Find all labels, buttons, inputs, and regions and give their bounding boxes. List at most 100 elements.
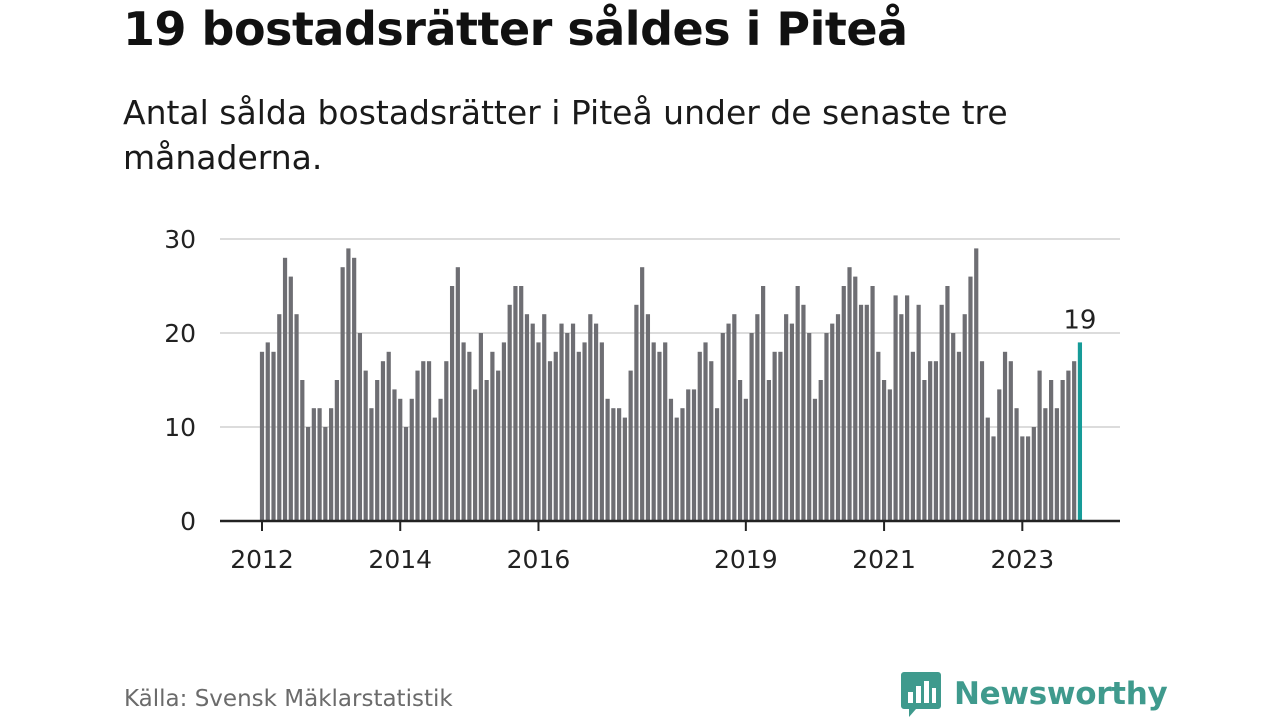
bar xyxy=(726,323,731,521)
bar xyxy=(357,333,363,521)
bar xyxy=(887,389,892,521)
bar xyxy=(496,370,501,521)
bar xyxy=(737,380,743,521)
bar xyxy=(288,276,293,521)
bar xyxy=(622,417,627,521)
bar xyxy=(697,351,702,521)
bar xyxy=(812,398,818,521)
bar xyxy=(634,304,639,521)
bar xyxy=(265,342,270,521)
bar xyxy=(772,351,777,521)
bar xyxy=(645,314,651,521)
x-tick-label-2021: 2021 xyxy=(852,545,916,574)
y-tick-label-10: 10 xyxy=(164,413,196,442)
bar xyxy=(956,351,962,521)
bar xyxy=(680,408,685,521)
bar xyxy=(536,342,541,521)
bar xyxy=(853,276,858,521)
chart-subtitle: Antal sålda bostadsrätter i Piteå under … xyxy=(123,93,1008,177)
bar xyxy=(691,389,697,521)
bar xyxy=(530,323,535,521)
bar xyxy=(881,380,887,521)
bar xyxy=(392,389,397,521)
bar xyxy=(795,286,800,521)
bar xyxy=(507,304,512,521)
bar xyxy=(605,398,610,521)
bar xyxy=(542,314,547,521)
brand-logo: Newsworthy xyxy=(900,670,1168,718)
bar xyxy=(778,351,783,521)
bar xyxy=(294,314,299,521)
bar xyxy=(651,342,656,521)
bar xyxy=(628,370,633,521)
bar xyxy=(668,398,674,521)
bar xyxy=(398,398,403,521)
bar xyxy=(317,408,322,521)
bar xyxy=(876,351,881,521)
bar xyxy=(524,314,530,521)
bar xyxy=(755,314,760,521)
bar xyxy=(858,304,864,521)
bar xyxy=(1066,370,1071,521)
bar xyxy=(271,351,276,521)
bar xyxy=(461,342,466,521)
bar xyxy=(933,361,939,521)
bar xyxy=(640,267,645,521)
bar xyxy=(311,408,316,521)
bar xyxy=(905,295,910,521)
bar xyxy=(870,286,875,521)
bar xyxy=(576,351,581,521)
y-tick-label-20: 20 xyxy=(164,319,196,348)
bar xyxy=(824,333,829,521)
bar xyxy=(259,351,265,521)
bar xyxy=(305,427,311,521)
x-tick-label-2023: 2023 xyxy=(991,545,1055,574)
bar xyxy=(617,408,622,521)
bar xyxy=(1020,436,1025,521)
bar xyxy=(997,389,1002,521)
bar xyxy=(761,286,766,521)
bar xyxy=(346,248,351,521)
bar xyxy=(501,342,507,521)
bar xyxy=(323,427,328,521)
bar xyxy=(686,389,691,521)
bar xyxy=(939,304,944,521)
y-tick-label-0: 0 xyxy=(180,507,196,536)
bar xyxy=(709,361,714,521)
x-tick-label-2019: 2019 xyxy=(714,545,778,574)
bars xyxy=(259,248,1083,521)
bar xyxy=(703,342,708,521)
bar xyxy=(467,351,472,521)
bar xyxy=(386,351,391,521)
bar xyxy=(490,351,495,521)
bar xyxy=(444,361,449,521)
bar xyxy=(732,314,737,521)
bar xyxy=(369,408,374,521)
bar xyxy=(784,314,789,521)
bar xyxy=(1002,351,1008,521)
bar xyxy=(743,398,748,521)
bar xyxy=(455,267,460,521)
bar xyxy=(599,342,604,521)
bar xyxy=(979,361,985,521)
bar xyxy=(749,333,754,521)
bar xyxy=(588,314,593,521)
bar xyxy=(352,257,357,521)
x-tick-label-2014: 2014 xyxy=(368,545,432,574)
bar xyxy=(910,351,915,521)
bar xyxy=(720,333,725,521)
bar xyxy=(547,361,553,521)
bar xyxy=(553,351,558,521)
bar-highlight xyxy=(1077,342,1083,521)
bar xyxy=(962,314,967,521)
bar xyxy=(478,333,483,521)
x-axis xyxy=(220,519,1120,531)
bar xyxy=(611,408,616,521)
bar xyxy=(830,323,835,521)
bar xyxy=(985,417,990,521)
bar xyxy=(449,286,455,521)
bar xyxy=(582,342,587,521)
y-tick-label-30: 30 xyxy=(164,225,196,254)
x-tick-label-2012: 2012 xyxy=(230,545,294,574)
